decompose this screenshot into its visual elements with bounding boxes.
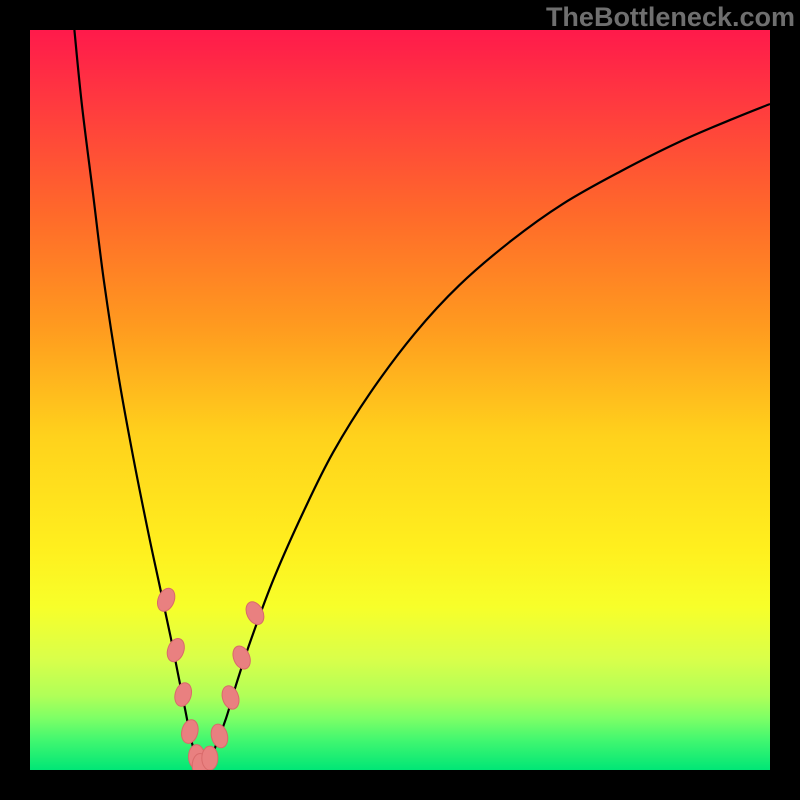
frame-border [0,0,800,800]
chart-frame: TheBottleneck.com [0,0,800,800]
watermark-text: TheBottleneck.com [546,2,795,33]
frame-border-svg [0,0,800,800]
